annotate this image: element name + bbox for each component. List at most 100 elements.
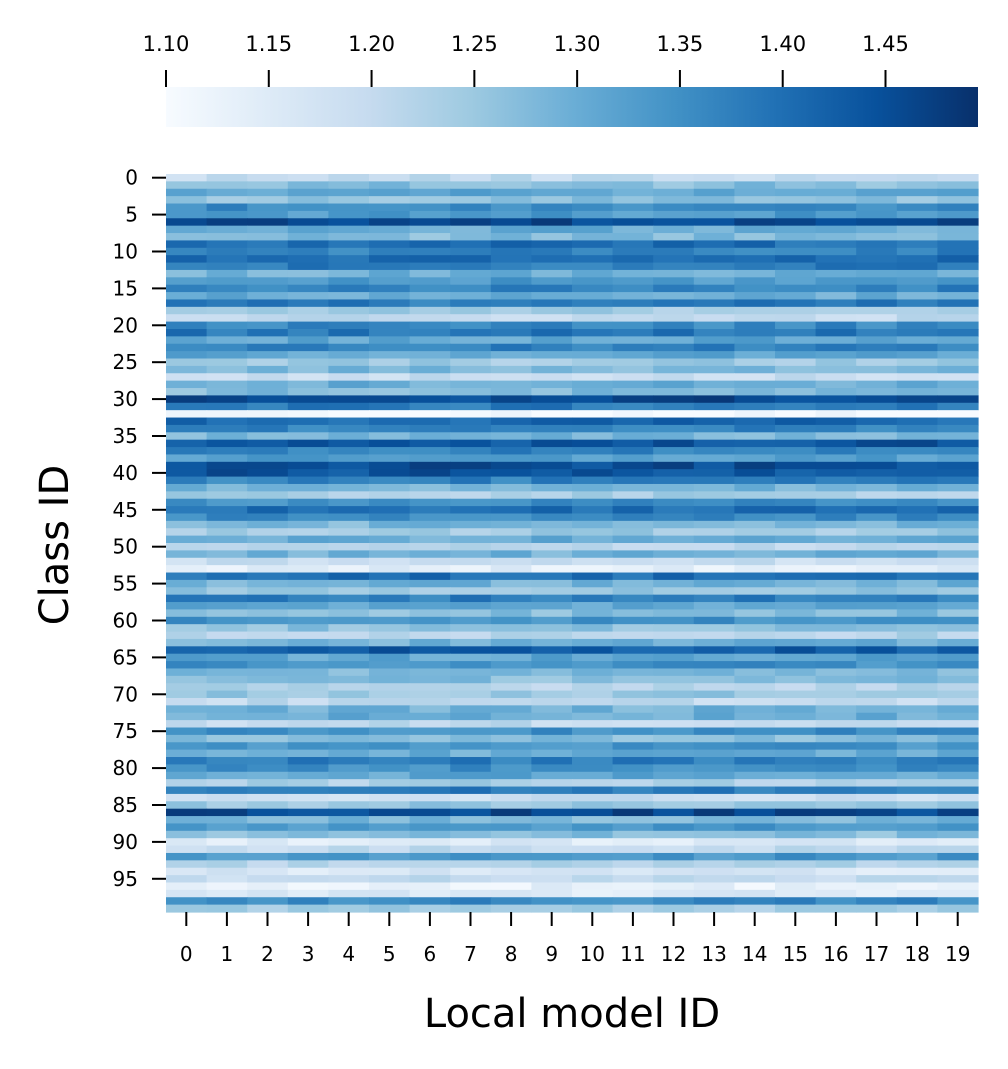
heatmap-cell xyxy=(896,351,938,360)
heatmap-cell xyxy=(572,786,614,795)
heatmap-cell xyxy=(937,247,979,256)
heatmap-cell xyxy=(693,860,735,869)
heatmap-cell xyxy=(815,786,857,795)
heatmap-cell xyxy=(815,513,857,522)
heatmap-cell xyxy=(369,565,411,574)
heatmap-cell xyxy=(937,594,979,603)
heatmap-cell xyxy=(369,631,411,640)
heatmap-cell xyxy=(815,491,857,500)
heatmap-cell xyxy=(450,609,492,618)
heatmap-cell xyxy=(815,535,857,544)
heatmap-cell xyxy=(409,284,451,293)
heatmap-cell xyxy=(815,757,857,765)
heatmap-cell xyxy=(531,535,573,544)
heatmap-cell xyxy=(490,616,532,625)
heatmap-cell xyxy=(937,351,979,360)
heatmap-cell xyxy=(693,661,735,670)
heatmap-cell xyxy=(653,417,695,426)
heatmap-cell xyxy=(775,579,817,588)
heatmap-cell xyxy=(572,579,614,588)
heatmap-cell xyxy=(896,432,938,441)
heatmap-cell xyxy=(206,609,248,618)
heatmap-cell xyxy=(856,483,898,492)
heatmap-cell xyxy=(612,321,654,330)
heatmap-cell xyxy=(247,225,289,234)
heatmap-cell xyxy=(734,343,776,352)
heatmap-cell xyxy=(572,388,614,396)
heatmap-cell xyxy=(490,535,532,544)
heatmap-cell xyxy=(572,491,614,500)
heatmap-cell xyxy=(937,875,979,884)
heatmap-cell xyxy=(247,683,289,692)
heatmap-cell xyxy=(450,786,492,795)
heatmap-cell xyxy=(734,299,776,308)
heatmap-cell xyxy=(653,203,695,212)
heatmap-cell xyxy=(490,395,532,404)
heatmap-cell xyxy=(937,557,979,566)
heatmap-cell xyxy=(856,328,898,337)
heatmap-cell xyxy=(409,483,451,492)
heatmap-cell xyxy=(490,528,532,537)
heatmap-cell xyxy=(166,388,208,396)
heatmap-cell xyxy=(328,852,370,861)
heatmap-cell xyxy=(815,498,857,507)
heatmap-cell xyxy=(775,247,817,256)
heatmap-cell xyxy=(409,181,451,190)
heatmap-cell xyxy=(572,196,614,205)
heatmap-cell xyxy=(653,668,695,677)
heatmap-cell xyxy=(166,668,208,677)
heatmap-cell xyxy=(693,594,735,603)
heatmap-cell xyxy=(572,889,614,898)
heatmap-cell xyxy=(612,402,654,411)
heatmap-cell xyxy=(856,439,898,448)
heatmap-cell xyxy=(896,513,938,522)
heatmap-cell xyxy=(734,904,776,913)
heatmap-cell xyxy=(531,498,573,507)
heatmap-cell xyxy=(693,255,735,264)
heatmap-cell xyxy=(572,358,614,367)
heatmap-cell xyxy=(409,292,451,301)
heatmap-cell xyxy=(937,277,979,286)
heatmap-cell xyxy=(450,889,492,898)
heatmap-cell xyxy=(328,572,370,581)
heatmap-cell xyxy=(734,424,776,433)
heatmap-cell xyxy=(815,572,857,581)
heatmap-cell xyxy=(896,240,938,249)
heatmap-cell xyxy=(775,314,817,323)
heatmap-cell xyxy=(490,402,532,411)
heatmap-cell xyxy=(490,225,532,234)
heatmap-cell xyxy=(937,439,979,448)
heatmap-cell xyxy=(815,565,857,574)
heatmap-cell xyxy=(572,188,614,197)
heatmap-cell xyxy=(287,299,329,308)
heatmap-cell xyxy=(531,653,573,662)
heatmap-cell xyxy=(369,336,411,345)
heatmap-cell xyxy=(937,447,979,456)
heatmap-cell xyxy=(287,284,329,293)
heatmap-cell xyxy=(856,594,898,603)
heatmap-cell xyxy=(531,210,573,219)
heatmap-cell xyxy=(166,727,208,736)
heatmap-cell xyxy=(856,388,898,396)
heatmap-cell xyxy=(653,328,695,337)
heatmap-cell xyxy=(896,306,938,315)
heatmap-cell xyxy=(206,749,248,758)
heatmap-cell xyxy=(612,483,654,492)
heatmap-cell xyxy=(856,771,898,780)
heatmap-cell xyxy=(166,491,208,500)
heatmap-cell xyxy=(247,240,289,249)
heatmap-cell xyxy=(531,365,573,374)
heatmap-cell xyxy=(450,513,492,522)
heatmap-cell xyxy=(206,461,248,470)
heatmap-cell xyxy=(450,269,492,278)
heatmap-cell xyxy=(815,395,857,404)
heatmap-cell xyxy=(775,299,817,308)
heatmap-cell xyxy=(287,697,329,706)
heatmap-cell xyxy=(653,181,695,190)
heatmap-cell xyxy=(490,646,532,655)
heatmap-cell xyxy=(734,838,776,847)
heatmap-cell xyxy=(409,697,451,706)
heatmap-cell xyxy=(937,764,979,773)
heatmap-cell xyxy=(653,380,695,389)
heatmap-cell xyxy=(328,579,370,588)
